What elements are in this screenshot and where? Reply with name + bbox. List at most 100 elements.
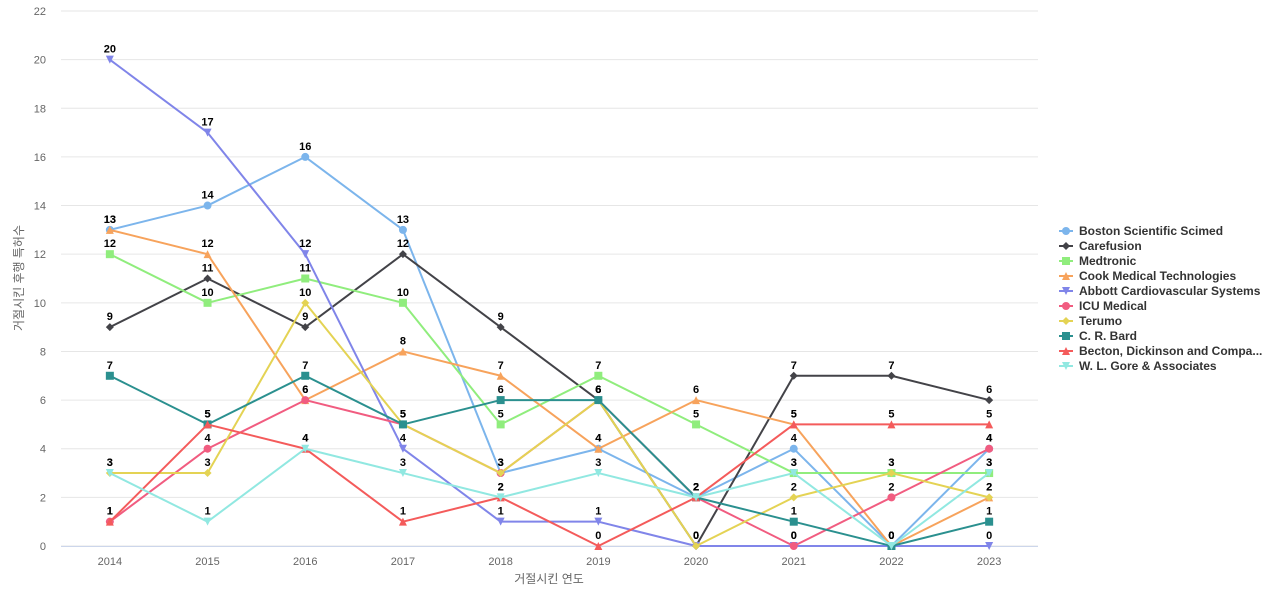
- x-tick-label: 2018: [488, 556, 512, 568]
- data-point-cook-medical-technologies: [594, 444, 603, 453]
- data-point-cook-medical-technologies: [398, 347, 407, 356]
- data-point-becton-dickinson-and-compa: [789, 420, 798, 429]
- legend: Boston Scientific ScimedCarefusionMedtro…: [1059, 224, 1262, 373]
- data-label-becton-dickinson-and-compa: 1: [400, 506, 406, 518]
- data-point-w-l-gore-associates: [789, 469, 798, 478]
- data-label-abbott-cardiovascular-systems: 1: [498, 506, 504, 518]
- data-point-abbott-cardiovascular-systems: [496, 517, 505, 526]
- data-label-cook-medical-technologies: 13: [104, 214, 116, 226]
- data-point-abbott-cardiovascular-systems: [398, 444, 407, 453]
- data-label-medtronic: 3: [888, 457, 894, 469]
- data-label-abbott-cardiovascular-systems: 0: [888, 530, 894, 542]
- legend-item-c-r-bard[interactable]: C. R. Bard: [1059, 329, 1137, 343]
- series-line-cook-medical-technologies: [109, 228, 990, 547]
- series-carefusion: [105, 250, 994, 550]
- data-label-boston-scientific-scimed: 14: [201, 190, 214, 202]
- data-label-cook-medical-technologies: 5: [791, 408, 797, 420]
- data-label-icu-medical: 2: [693, 481, 699, 493]
- legend-item-carefusion[interactable]: Carefusion: [1059, 239, 1142, 253]
- data-point-w-l-gore-associates: [203, 517, 212, 526]
- data-point-becton-dickinson-and-compa: [203, 420, 212, 429]
- y-tick-label: 18: [34, 103, 46, 115]
- data-label-icu-medical: 4: [204, 433, 211, 445]
- data-label-abbott-cardiovascular-systems: 0: [986, 530, 992, 542]
- data-label-medtronic: 5: [498, 408, 504, 420]
- data-label-abbott-cardiovascular-systems: 4: [400, 433, 407, 445]
- data-label-terumo: 2: [791, 481, 797, 493]
- legend-item-abbott-cardiovascular-systems[interactable]: Abbott Cardiovascular Systems: [1059, 284, 1261, 298]
- data-label-icu-medical: 5: [400, 408, 406, 420]
- data-point-medtronic: [203, 298, 212, 307]
- data-point-icu-medical: [203, 444, 212, 453]
- data-label-w-l-gore-associates: 3: [986, 457, 992, 469]
- data-label-becton-dickinson-and-compa: 4: [302, 433, 309, 445]
- data-point-carefusion: [398, 250, 407, 259]
- data-point-carefusion: [203, 274, 212, 283]
- data-label-c-r-bard: 5: [400, 408, 406, 420]
- data-label-abbott-cardiovascular-systems: 12: [299, 238, 311, 250]
- y-tick-label: 20: [34, 55, 46, 67]
- data-label-abbott-cardiovascular-systems: 20: [104, 44, 116, 56]
- y-tick-label: 10: [34, 298, 46, 310]
- data-point-boston-scientific-scimed: [398, 225, 407, 234]
- data-point-terumo: [301, 298, 310, 307]
- legend-item-w-l-gore-associates[interactable]: W. L. Gore & Associates: [1059, 359, 1217, 373]
- data-point-c-r-bard: [594, 396, 603, 405]
- series-line-boston-scientific-scimed: [109, 155, 990, 547]
- data-label-carefusion: 11: [202, 263, 214, 275]
- data-point-c-r-bard: [301, 371, 310, 380]
- data-label-w-l-gore-associates: 2: [693, 481, 699, 493]
- legend-item-becton-dickinson-and-compa[interactable]: Becton, Dickinson and Compa...: [1059, 344, 1262, 358]
- legend-item-icu-medical[interactable]: ICU Medical: [1059, 299, 1147, 313]
- data-label-boston-scientific-scimed: 3: [498, 457, 504, 469]
- legend-item-terumo[interactable]: Terumo: [1059, 314, 1122, 328]
- data-label-carefusion: 7: [791, 360, 797, 372]
- legend-item-cook-medical-technologies[interactable]: Cook Medical Technologies: [1059, 269, 1236, 283]
- data-label-terumo: 6: [595, 384, 601, 396]
- data-point-abbott-cardiovascular-systems: [594, 517, 603, 526]
- data-point-abbott-cardiovascular-systems: [301, 250, 310, 259]
- data-label-medtronic: 5: [693, 408, 699, 420]
- legend-symbol: [1062, 287, 1070, 295]
- legend-symbol: [1062, 272, 1070, 280]
- data-label-becton-dickinson-and-compa: 1: [107, 506, 113, 518]
- data-point-icu-medical: [985, 444, 994, 453]
- data-point-w-l-gore-associates: [398, 469, 407, 478]
- data-point-cook-medical-technologies: [496, 371, 505, 380]
- data-label-terumo: 3: [498, 457, 504, 469]
- data-label-becton-dickinson-and-compa: 2: [498, 481, 504, 493]
- legend-item-medtronic[interactable]: Medtronic: [1059, 254, 1137, 268]
- data-label-becton-dickinson-and-compa: 5: [888, 408, 894, 420]
- data-label-becton-dickinson-and-compa: 5: [791, 408, 797, 420]
- series-w-l-gore-associates: [105, 444, 994, 550]
- data-label-boston-scientific-scimed: 13: [397, 214, 409, 226]
- legend-label: Cook Medical Technologies: [1079, 269, 1236, 283]
- data-label-icu-medical: 3: [498, 457, 504, 469]
- legend-symbol: [1062, 302, 1070, 310]
- data-point-becton-dickinson-and-compa: [105, 517, 114, 526]
- data-label-w-l-gore-associates: 3: [791, 457, 797, 469]
- data-label-becton-dickinson-and-compa: 5: [986, 408, 992, 420]
- y-tick-label: 14: [34, 201, 46, 213]
- data-label-terumo: 10: [299, 287, 311, 299]
- data-label-c-r-bard: 6: [498, 384, 504, 396]
- data-point-icu-medical: [887, 493, 896, 502]
- data-point-w-l-gore-associates: [496, 493, 505, 502]
- data-label-icu-medical: 2: [888, 481, 894, 493]
- data-point-terumo: [887, 469, 896, 478]
- legend-symbol: [1062, 362, 1070, 370]
- y-tick-label: 12: [34, 249, 46, 261]
- legend-item-boston-scientific-scimed[interactable]: Boston Scientific Scimed: [1059, 224, 1223, 238]
- x-tick-label: 2014: [98, 556, 122, 568]
- grid: [61, 10, 1038, 547]
- data-label-becton-dickinson-and-compa: 0: [595, 530, 601, 542]
- series-lines: [105, 55, 994, 550]
- y-tick-label: 22: [34, 6, 46, 18]
- legend-label: Becton, Dickinson and Compa...: [1079, 344, 1262, 358]
- data-label-boston-scientific-scimed: 4: [986, 433, 993, 445]
- data-label-medtronic: 10: [397, 287, 409, 299]
- data-point-carefusion: [789, 371, 798, 380]
- series-line-w-l-gore-associates: [109, 447, 990, 547]
